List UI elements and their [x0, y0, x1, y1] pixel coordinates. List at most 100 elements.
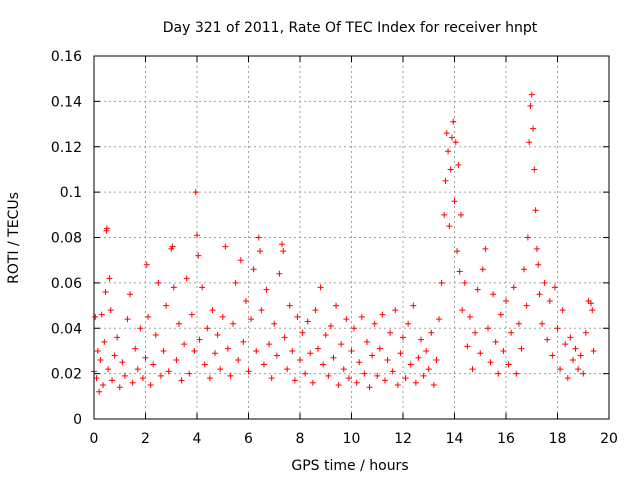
data-point	[340, 366, 347, 373]
data-point	[564, 375, 571, 382]
data-point	[450, 118, 457, 125]
data-point	[580, 370, 587, 377]
x-tick-label: 10	[343, 431, 361, 447]
data-point	[587, 300, 594, 307]
data-point	[127, 291, 134, 298]
data-point	[186, 370, 193, 377]
data-point	[235, 357, 242, 364]
x-tick-label: 14	[446, 431, 464, 447]
x-tick-label: 20	[600, 431, 618, 447]
data-point	[173, 357, 180, 364]
data-point	[111, 352, 118, 359]
data-point	[469, 366, 476, 373]
data-point	[97, 357, 104, 364]
data-point	[294, 313, 301, 320]
data-point	[549, 352, 556, 359]
data-point	[114, 334, 121, 341]
data-point	[402, 375, 409, 382]
data-point	[195, 252, 202, 259]
data-point	[531, 166, 538, 173]
data-point	[227, 372, 234, 379]
data-point	[204, 325, 211, 332]
data-point	[260, 361, 267, 368]
data-point	[232, 279, 239, 286]
x-axis-label: GPS time / hours	[291, 458, 408, 474]
data-point	[333, 302, 340, 309]
data-point	[304, 318, 311, 325]
data-point	[191, 347, 198, 354]
data-point	[165, 368, 172, 375]
data-point	[132, 345, 139, 352]
data-point	[307, 350, 314, 357]
data-point	[345, 375, 352, 382]
data-point	[358, 313, 365, 320]
y-tick-label: 0.1	[60, 185, 82, 201]
data-point	[312, 307, 319, 314]
data-point	[436, 316, 443, 323]
data-point	[338, 341, 345, 348]
data-point	[457, 211, 464, 218]
data-point	[192, 189, 199, 196]
x-tick-label: 4	[193, 431, 202, 447]
data-point	[119, 359, 126, 366]
data-point	[451, 198, 458, 205]
data-point	[407, 361, 414, 368]
data-point	[497, 311, 504, 318]
data-point	[353, 379, 360, 386]
x-tick-label: 2	[141, 431, 150, 447]
data-point	[273, 352, 280, 359]
data-point	[278, 241, 285, 248]
data-point	[253, 347, 260, 354]
data-point	[389, 368, 396, 375]
data-point	[143, 261, 150, 268]
data-point	[100, 381, 107, 388]
data-point	[376, 345, 383, 352]
data-point	[302, 370, 309, 377]
data-point	[503, 298, 509, 305]
data-point	[266, 341, 273, 348]
data-point	[500, 347, 507, 354]
data-point	[405, 320, 412, 327]
data-point	[528, 91, 535, 98]
data-point	[430, 381, 437, 388]
data-point	[524, 234, 531, 241]
data-point	[250, 266, 257, 273]
data-point	[230, 320, 237, 327]
y-tick-labels: 0 0.02 0.04 0.06 0.08 0.1 0.12 0.14 0.16	[51, 49, 82, 428]
data-point	[569, 357, 576, 364]
data-point	[572, 345, 579, 352]
y-tick-label: 0.16	[51, 49, 82, 65]
data-point	[428, 329, 435, 336]
data-point	[96, 388, 103, 395]
data-point	[183, 275, 190, 282]
data-point	[518, 345, 525, 352]
data-point	[175, 320, 182, 327]
data-point	[474, 286, 481, 293]
data-point	[335, 381, 342, 388]
data-point	[441, 211, 448, 218]
data-point	[271, 320, 278, 327]
y-tick-label: 0.12	[51, 140, 82, 156]
data-point	[508, 329, 515, 336]
data-point	[532, 207, 539, 214]
data-point	[169, 243, 176, 250]
data-point	[163, 302, 170, 309]
data-point	[492, 338, 499, 345]
data-point	[181, 341, 188, 348]
data-point	[325, 372, 332, 379]
data-point	[590, 347, 597, 354]
data-point	[544, 336, 551, 343]
data-point	[369, 352, 376, 359]
data-point	[209, 307, 216, 314]
grid-lines	[94, 56, 609, 419]
x-tick-label: 12	[394, 431, 412, 447]
axis-ticks	[93, 55, 610, 420]
data-point	[289, 347, 296, 354]
data-point	[196, 336, 203, 343]
data-point	[330, 354, 337, 361]
data-point	[536, 291, 543, 298]
data-point	[258, 307, 265, 314]
data-point	[291, 377, 298, 384]
data-point	[575, 366, 582, 373]
